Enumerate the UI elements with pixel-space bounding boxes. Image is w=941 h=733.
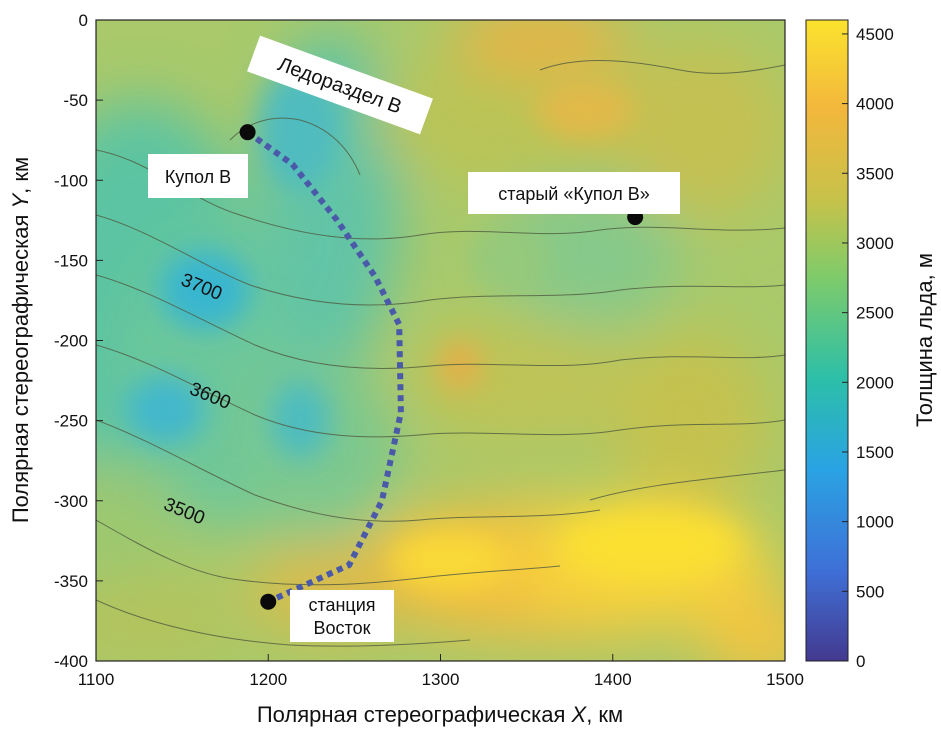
y-axis: 0 -50 -100 -150 -200 -250 -300 -350 -400 xyxy=(54,11,103,671)
label-dome-b-text: Купол B xyxy=(165,167,231,187)
colorbar-tick-label: 2500 xyxy=(856,304,894,323)
point-marker-3 xyxy=(260,593,277,610)
ice-thickness-field xyxy=(96,20,785,661)
contour-lines xyxy=(96,60,785,647)
x-tick-label: 1100 xyxy=(78,670,115,689)
x-axis: 1100 1200 1300 1400 1500 xyxy=(78,654,804,689)
x-tick-label: 1400 xyxy=(594,670,632,689)
y-tick-label: -200 xyxy=(54,332,88,351)
x-axis-title: Полярная стереографическая X, км xyxy=(257,702,623,727)
colorbar-tick-label: 1500 xyxy=(856,443,894,462)
label-old-dome-b-text: старый «Купол B» xyxy=(498,184,649,204)
y-tick-label: 0 xyxy=(79,11,88,30)
y-tick-label: -150 xyxy=(54,251,88,270)
colorbar-tick-label: 500 xyxy=(856,582,884,601)
colorbar-tick-label: 0 xyxy=(856,652,865,671)
point-marker-1 xyxy=(239,124,256,141)
colorbar-tick-label: 4000 xyxy=(856,95,894,114)
x-tick-label: 1500 xyxy=(766,670,804,689)
label-vostok-line2: Восток xyxy=(314,618,371,638)
colorbar-tick-label: 1000 xyxy=(856,513,894,532)
label-vostok-station: станция Восток xyxy=(290,590,394,642)
label-old-dome-b: старый «Купол B» xyxy=(468,172,680,214)
colorbar-gradient xyxy=(805,19,849,662)
colorbar-tick-label: 3000 xyxy=(856,234,894,253)
y-tick-label: -400 xyxy=(54,652,88,671)
colorbar: 0 500 1000 1500 2000 2500 3000 3500 4000 4500 Тол… xyxy=(805,19,937,671)
y-tick-label: -300 xyxy=(54,492,88,511)
x-tick-label: 1300 xyxy=(422,670,460,689)
y-tick-label: -50 xyxy=(63,91,88,110)
label-vostok-line1: станция xyxy=(308,595,375,615)
route-line xyxy=(245,129,404,605)
x-tick-label: 1200 xyxy=(249,670,287,689)
colorbar-tick-label: 3500 xyxy=(856,164,894,183)
y-axis-title: Полярная стереографическая Y, км xyxy=(8,157,33,523)
y-tick-label: -350 xyxy=(54,572,88,591)
colorbar-tick-label: 4500 xyxy=(856,25,894,44)
y-tick-label: -100 xyxy=(54,171,88,190)
y-tick-label: -250 xyxy=(54,412,88,431)
colorbar-title: Толщина льда, м xyxy=(912,253,937,427)
colorbar-tick-label: 2000 xyxy=(856,373,894,392)
colorbar-ticks: 0 500 1000 1500 2000 2500 3000 3500 4000 4500 xyxy=(842,25,894,671)
label-dome-b: Купол B xyxy=(148,154,248,198)
